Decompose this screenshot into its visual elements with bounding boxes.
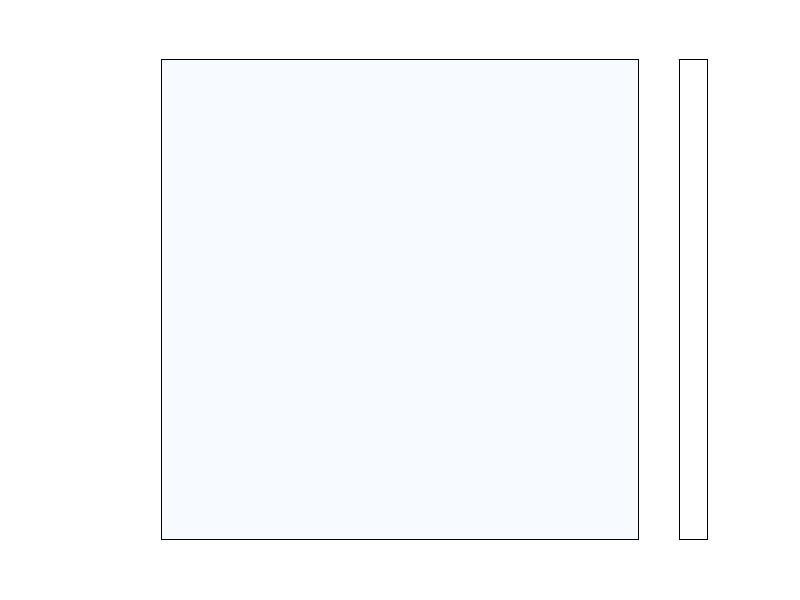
heatmap-image [162,60,640,541]
heatmap-axes[interactable] [161,59,640,541]
colorbar[interactable] [679,59,708,540]
colorbar-gradient [680,60,707,539]
